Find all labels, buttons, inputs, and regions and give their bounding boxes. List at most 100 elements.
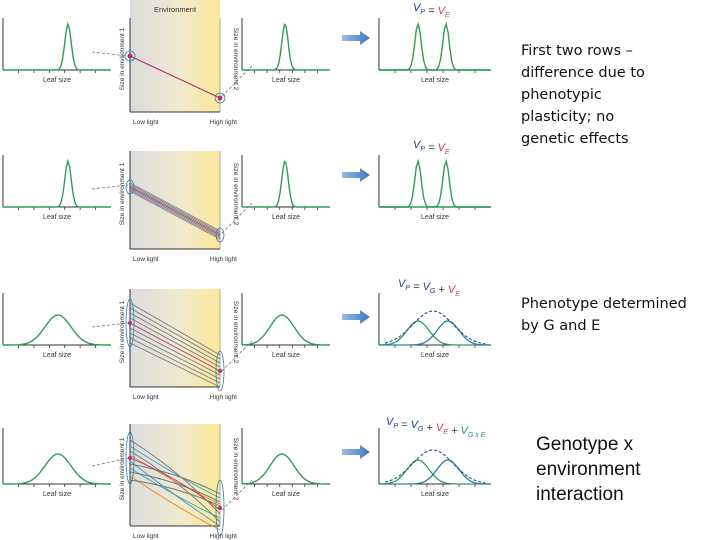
size-env2-label: Size in environment 2	[232, 163, 239, 226]
leader-line-left	[91, 457, 129, 467]
combined-dist-leaf-size-label: Leaf size	[421, 352, 449, 359]
eq-vg_sub: G	[418, 426, 424, 433]
note-phenotypic-plasticity: First two rows – difference due to pheno…	[521, 43, 645, 147]
environment-label: Environment	[154, 5, 197, 14]
low-light-label: Low light	[133, 256, 159, 263]
eq-vp: V	[398, 278, 407, 290]
eq-vg_sub: G	[430, 288, 436, 295]
reaction-norm-line	[129, 302, 221, 356]
reaction-norm-line	[129, 463, 221, 495]
eq-vg: V	[423, 281, 432, 293]
highlight-ellipse-low	[125, 298, 135, 348]
reaction-norm-line	[129, 445, 221, 499]
left-dist-leaf-size-label: Leaf size	[43, 214, 71, 221]
variance-equation-row4: VP = VG + VE + VG x E	[386, 416, 486, 439]
reaction-point-low	[128, 321, 132, 325]
eq-ve_sub: E	[443, 429, 448, 436]
right-arrow-icon	[342, 445, 370, 459]
environment-header	[130, 0, 220, 18]
leader-line-right	[221, 340, 253, 372]
highlight-ellipse-high	[215, 227, 225, 243]
eq-vp_sub: P	[405, 285, 410, 292]
combined-curve-env1	[379, 21, 491, 71]
eq-vgxe: V	[460, 425, 469, 437]
size-env1-label: Size in environment 1	[119, 437, 126, 500]
highlight-ellipse-low	[125, 431, 135, 485]
left-dist-leaf-size-label: Leaf size	[43, 491, 71, 498]
eq-ve_sub: E	[455, 291, 460, 298]
right-arrow-icon	[342, 310, 370, 324]
low-light-label: Low light	[133, 119, 159, 126]
combined-total-curve	[384, 310, 486, 345]
left-dist-leaf-size-label: Leaf size	[43, 352, 71, 359]
reaction-norm-line	[129, 312, 221, 364]
high-light-label: High light	[210, 394, 237, 401]
eq-vp_sub: P	[393, 423, 398, 430]
environment-panel	[130, 18, 220, 112]
leader-line-left	[91, 51, 129, 57]
reaction-norm-line	[129, 186, 221, 236]
environment-panel	[130, 151, 220, 249]
eq-vg: V	[411, 419, 420, 431]
eq-vp_sub: P	[420, 146, 425, 153]
eq-eq: =	[425, 5, 438, 17]
eq-ve: V	[438, 5, 447, 17]
leader-line-right	[221, 479, 253, 511]
eq-vp_sub: P	[420, 9, 425, 16]
reaction-norm-line	[129, 475, 221, 531]
reaction-norm-line	[129, 317, 221, 368]
highlight-ring-low	[124, 50, 136, 62]
left-distribution-curve	[3, 453, 111, 485]
right-distribution-curve	[242, 22, 330, 71]
combined-curve-env1	[379, 158, 491, 208]
reaction-norm-line	[129, 454, 221, 505]
row-4: Leaf size Low light High light Size in envi…	[2, 416, 491, 540]
combined-curve-env1	[378, 320, 491, 346]
eq-vgxe_sub: G x E	[468, 432, 486, 439]
reaction-norm-line	[129, 183, 221, 233]
reaction-norm-line	[129, 457, 221, 511]
leader-line-right	[221, 65, 253, 97]
reaction-point-low	[127, 53, 133, 59]
eq-eq: =	[410, 281, 423, 293]
size-env1-label: Size in environment 1	[119, 162, 126, 225]
reaction-point-low	[128, 456, 132, 460]
reaction-norm-line	[129, 439, 221, 515]
eq-ve: V	[438, 142, 447, 154]
right-distribution-curve	[241, 453, 330, 485]
right-dist-leaf-size-label: Leaf size	[272, 491, 300, 498]
eq-vp: V	[386, 416, 395, 428]
size-env2-label: Size in environment 2	[232, 28, 239, 91]
high-light-label: High light	[210, 533, 237, 540]
left-dist-leaf-size-label: Leaf size	[43, 77, 71, 84]
left-distribution-curve	[3, 158, 111, 208]
reaction-norm-line	[129, 322, 221, 372]
right-distribution-curve	[242, 159, 330, 208]
combined-dist-leaf-size-label: Leaf size	[421, 77, 449, 84]
eq-vp: V	[413, 139, 422, 151]
eq-ve: V	[436, 422, 445, 434]
reaction-norm-line	[129, 342, 221, 388]
row-2: Leaf size Low light High light Size in envi…	[2, 139, 491, 263]
size-env2-label: Size in environment 2	[232, 438, 239, 501]
combined-dist-leaf-size-label: Leaf size	[421, 491, 449, 498]
highlight-ring-high	[214, 92, 226, 104]
right-arrow-icon	[342, 168, 370, 182]
reaction-norm-line	[129, 337, 221, 384]
right-dist-leaf-size-label: Leaf size	[272, 214, 300, 221]
variance-equation-row2: VP = VE	[413, 139, 450, 156]
leader-line-left	[91, 322, 129, 328]
reaction-norm-line	[129, 185, 221, 234]
eq-plus2: +	[448, 425, 461, 437]
note-g-and-e: Phenotype determined by G and E	[521, 296, 687, 334]
reaction-norm-line	[129, 55, 221, 99]
right-dist-leaf-size-label: Leaf size	[272, 77, 300, 84]
right-distribution-curve	[241, 314, 330, 346]
variance-equation-row3: VP = VG + VE	[398, 278, 460, 298]
eq-plus1: +	[423, 422, 436, 434]
reaction-norm-line	[129, 479, 221, 507]
reaction-norm-line	[129, 189, 221, 239]
reaction-point-high	[217, 95, 223, 101]
high-light-label: High light	[210, 256, 237, 263]
